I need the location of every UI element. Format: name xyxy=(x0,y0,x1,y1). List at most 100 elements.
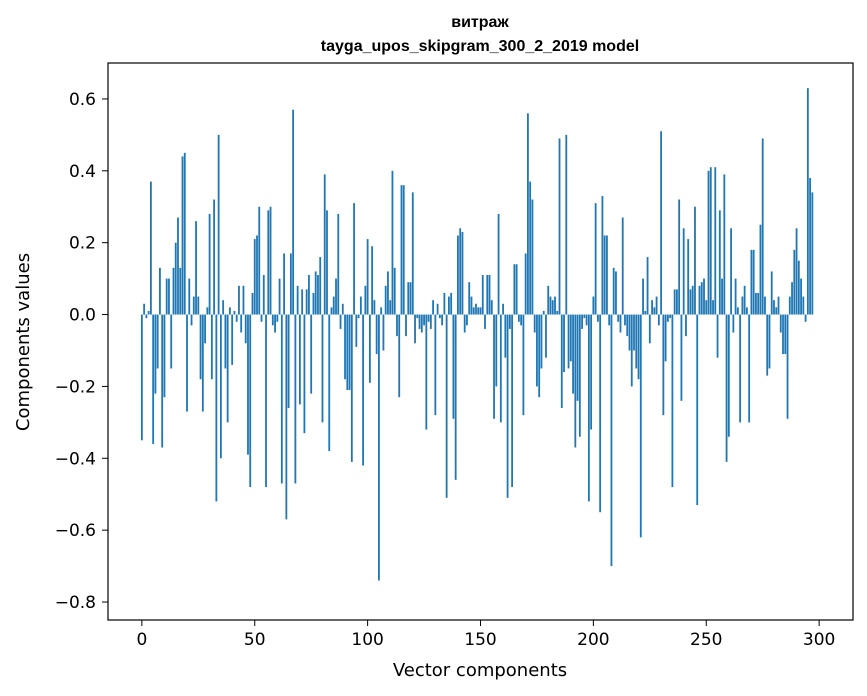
bar xyxy=(788,296,791,315)
bar xyxy=(786,314,789,419)
bar xyxy=(664,314,667,362)
y-tick-label: −0.6 xyxy=(55,521,96,541)
bar xyxy=(140,314,143,441)
x-axis-label: Vector components xyxy=(393,660,567,681)
bar xyxy=(490,300,493,315)
bar xyxy=(601,195,604,315)
bar xyxy=(285,314,288,520)
bar xyxy=(594,203,597,315)
bar xyxy=(712,300,714,315)
chart-subtitle: tayga_upos_skipgram_300_2_2019 model xyxy=(321,38,639,55)
bar xyxy=(585,314,588,326)
bar xyxy=(276,314,279,322)
bar xyxy=(149,181,152,315)
bar xyxy=(621,217,624,315)
bar xyxy=(657,314,660,326)
bar xyxy=(782,314,784,355)
bar xyxy=(578,314,581,437)
bar xyxy=(696,314,699,506)
bar xyxy=(278,278,281,315)
bar xyxy=(784,314,787,355)
x-tick-label: 300 xyxy=(803,630,835,650)
bar xyxy=(504,314,507,358)
bar xyxy=(269,206,272,315)
bar xyxy=(669,314,672,319)
bar xyxy=(172,267,175,315)
bar xyxy=(755,292,757,315)
bar xyxy=(373,300,376,315)
bar xyxy=(208,213,211,315)
bar xyxy=(468,282,471,315)
bar xyxy=(443,292,446,315)
bar xyxy=(199,314,202,380)
bar xyxy=(326,210,328,315)
bar xyxy=(233,310,236,315)
bar xyxy=(251,292,254,315)
bar xyxy=(407,282,410,315)
y-tick-label: −0.4 xyxy=(55,449,96,469)
bar xyxy=(405,314,407,337)
bar xyxy=(635,314,638,369)
bar xyxy=(332,296,335,315)
bar xyxy=(396,314,398,337)
bar xyxy=(531,199,534,315)
bar xyxy=(145,314,148,319)
bar xyxy=(190,314,193,326)
bar xyxy=(174,242,177,315)
bar xyxy=(452,314,455,419)
bar xyxy=(256,235,258,315)
bar xyxy=(247,314,249,455)
bar xyxy=(721,278,723,315)
bar xyxy=(179,267,182,315)
x-axis-ticks: 0 50 100 150 200 250 300 xyxy=(136,620,835,650)
bar xyxy=(795,228,798,315)
bar xyxy=(590,314,593,430)
bar xyxy=(305,289,308,315)
bar xyxy=(508,314,511,329)
bar xyxy=(592,296,595,315)
bar xyxy=(154,314,157,394)
bar xyxy=(736,307,739,315)
bar xyxy=(378,314,380,581)
bar xyxy=(727,314,730,437)
bar xyxy=(637,314,640,380)
y-tick-label: −0.8 xyxy=(55,593,96,613)
bar xyxy=(423,314,425,326)
bar xyxy=(319,257,322,315)
bar xyxy=(337,213,340,315)
bar xyxy=(229,307,231,315)
bar xyxy=(143,303,146,315)
y-axis-label: Components values xyxy=(13,253,34,431)
y-tick-label: 0.0 xyxy=(69,306,96,326)
bar xyxy=(213,199,216,315)
bar xyxy=(624,314,626,326)
bar xyxy=(235,314,238,322)
bar xyxy=(341,303,344,315)
bar xyxy=(226,314,229,423)
bar xyxy=(617,314,620,322)
bar xyxy=(676,289,678,315)
bar xyxy=(499,314,502,423)
bar xyxy=(479,307,482,315)
bar xyxy=(648,314,651,344)
bar xyxy=(511,314,514,488)
bar xyxy=(730,228,732,315)
bar xyxy=(170,314,173,369)
bar xyxy=(391,170,394,315)
bar xyxy=(283,253,285,315)
bar xyxy=(493,314,495,419)
bar xyxy=(545,314,547,358)
bar xyxy=(560,314,563,408)
bar xyxy=(741,296,744,315)
bar-series xyxy=(140,88,814,581)
bar xyxy=(506,314,509,498)
bar xyxy=(651,300,653,315)
bar xyxy=(775,307,778,315)
bar xyxy=(723,174,726,315)
bar xyxy=(764,296,766,315)
bar xyxy=(732,314,735,333)
bar xyxy=(414,314,416,344)
bar xyxy=(463,314,466,333)
bar xyxy=(615,271,617,315)
bar xyxy=(400,185,403,315)
